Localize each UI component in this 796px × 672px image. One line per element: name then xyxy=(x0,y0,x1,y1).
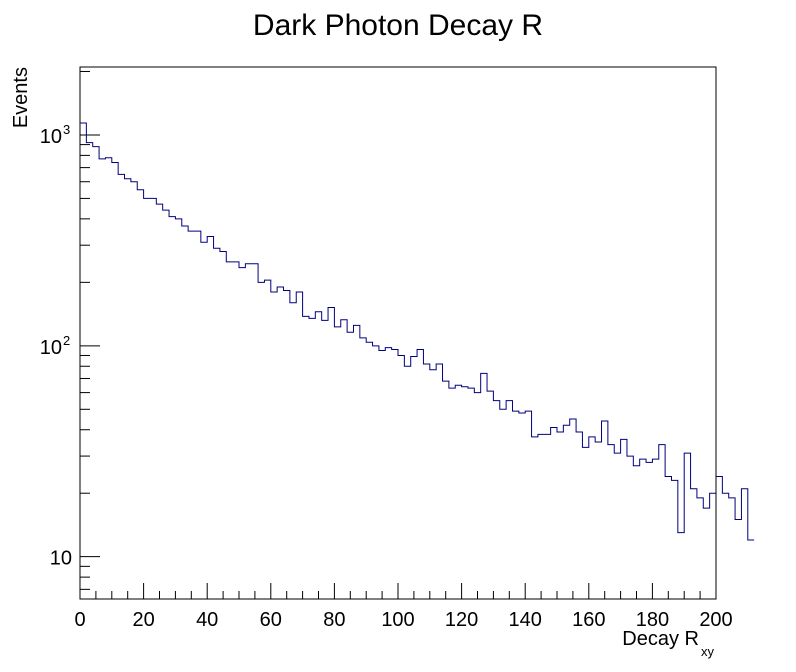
x-tick-label: 60 xyxy=(260,609,282,631)
x-tick-label: 40 xyxy=(196,609,218,631)
x-axis-ticks xyxy=(79,583,717,599)
y-tick-label: 10 xyxy=(50,548,72,570)
x-axis-tick-labels: 0 20 40 60 80 100 120 140 160 180 200 xyxy=(74,609,732,631)
x-tick-label: 180 xyxy=(636,609,669,631)
x-axis-label-subscript: xy xyxy=(701,644,715,659)
histogram-series-line xyxy=(80,122,755,541)
y-axis-ticks xyxy=(80,70,100,590)
x-tick-label: 200 xyxy=(699,609,732,631)
y-tick-label-exponent: 3 xyxy=(63,122,70,137)
y-tick-label: 10 xyxy=(40,337,62,359)
x-axis-label-group: Decay R xy xyxy=(622,628,714,659)
x-tick-label: 20 xyxy=(132,609,154,631)
x-axis-label: Decay R xyxy=(622,628,699,650)
y-tick-label: 10 xyxy=(40,126,62,148)
y-tick-label-exponent: 2 xyxy=(63,333,70,348)
x-tick-label: 140 xyxy=(509,609,542,631)
x-tick-label: 0 xyxy=(74,609,85,631)
y-axis-label: Events xyxy=(10,67,32,128)
chart-title: Dark Photon Decay R xyxy=(253,9,543,42)
x-tick-label: 100 xyxy=(381,609,414,631)
plot-frame xyxy=(79,66,717,600)
x-tick-label: 80 xyxy=(323,609,345,631)
x-tick-label: 120 xyxy=(445,609,478,631)
x-tick-label: 160 xyxy=(572,609,605,631)
